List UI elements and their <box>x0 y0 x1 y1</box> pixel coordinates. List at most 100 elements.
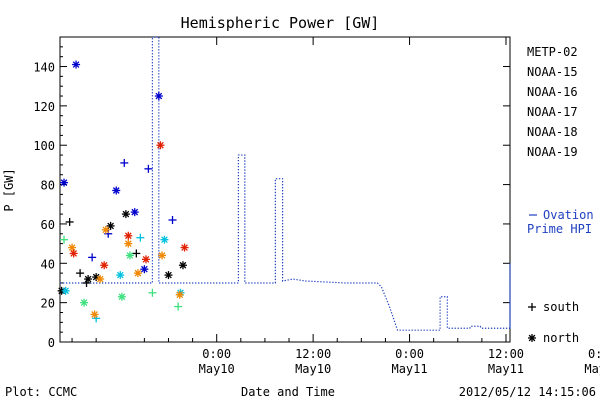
y-tick-label: 40 <box>41 257 55 271</box>
legend-entry-noaa-19: NOAA-19 <box>527 145 578 159</box>
data-point-metp-02-south <box>132 249 141 258</box>
data-point-metp-02-north <box>178 261 187 270</box>
data-point-noaa-18-north <box>101 225 110 234</box>
legend-entry-noaa-16: NOAA-16 <box>527 85 578 99</box>
plot-frame <box>59 36 511 343</box>
data-point-noaa-17-south <box>148 288 157 297</box>
point-stroke <box>131 208 139 216</box>
data-point-noaa-17-north <box>80 298 89 307</box>
point-stroke <box>118 293 126 301</box>
y-axis-ticks: 0 20 40 60 80 100 120 140 <box>33 46 510 350</box>
point-stroke <box>165 271 172 279</box>
data-point-noaa-17-north <box>117 292 126 301</box>
plot-credit: Plot: CCMC <box>5 385 77 399</box>
point-stroke <box>60 179 68 186</box>
point-stroke <box>96 275 104 283</box>
ovation-legend-line2: Prime HPI <box>527 222 592 236</box>
point-stroke <box>80 299 88 306</box>
data-point-noaa-18-north <box>124 239 133 248</box>
x-tick-date: May10 <box>295 362 331 376</box>
chart-title: Hemispheric Power [GW] <box>181 14 380 32</box>
point-stroke <box>181 244 188 251</box>
y-tick-label: 20 <box>41 297 55 311</box>
data-point-noaa-15-north <box>154 92 163 101</box>
plot-timestamp: 2012/05/12 14:15:06 <box>459 385 596 399</box>
data-point-noaa-18-north <box>96 275 105 284</box>
data-point-noaa-15-north <box>60 178 69 187</box>
data-point-noaa-19-north <box>124 231 133 240</box>
data-point-noaa-16-south <box>136 233 145 242</box>
point-stroke <box>124 240 132 247</box>
point-stroke <box>161 236 168 244</box>
data-point-metp-02-north <box>121 210 130 219</box>
data-point-noaa-18-north <box>175 290 184 299</box>
data-point-noaa-15-south <box>168 216 177 224</box>
data-point-noaa-16-north <box>61 286 70 295</box>
y-tick-label: 100 <box>33 139 55 153</box>
x-tick-time: 12:00 <box>295 347 331 361</box>
legend-entry-noaa-18: NOAA-18 <box>527 125 578 139</box>
x-tick-time: 0:00 <box>395 347 424 361</box>
legend-entry-metp-02: METP-02 <box>527 45 578 59</box>
y-tick-label: 120 <box>33 100 55 114</box>
point-stroke <box>124 232 132 240</box>
x-tick-date: May12 <box>584 362 600 376</box>
data-point-metp-02-south <box>65 217 74 226</box>
x-tick-date: May11 <box>391 362 427 376</box>
data-point-metp-02-south <box>76 269 85 278</box>
y-tick-label: 80 <box>41 179 55 193</box>
data-point-noaa-15-south <box>144 164 153 173</box>
ovation-line <box>60 36 511 331</box>
point-stroke <box>141 265 148 273</box>
point-stroke <box>176 291 184 299</box>
ovation-model-series <box>60 36 511 331</box>
north-marker <box>528 334 536 342</box>
data-point-metp-02-north <box>84 275 93 284</box>
point-stroke <box>92 273 100 281</box>
x-tick-date: May10 <box>199 362 235 376</box>
legend-entry-noaa-15: NOAA-15 <box>527 65 578 79</box>
ovation-legend-line1: Ovation <box>543 208 594 222</box>
north-legend-label: north <box>543 331 579 345</box>
data-point-metp-02-south <box>82 278 91 287</box>
point-stroke <box>116 271 124 279</box>
point-stroke <box>62 287 69 295</box>
data-point-noaa-18-north <box>68 243 77 252</box>
data-point-noaa-15-south <box>120 158 129 167</box>
point-stroke <box>126 252 134 259</box>
data-point-noaa-15-north <box>140 265 149 274</box>
x-axis-label: Date and Time <box>241 385 335 399</box>
point-stroke <box>134 269 142 277</box>
satellite-points <box>57 60 189 323</box>
data-point-noaa-17-south <box>60 235 69 244</box>
data-point-noaa-18-north <box>158 251 167 260</box>
data-point-noaa-15-north <box>72 60 81 69</box>
y-tick-label: 60 <box>41 218 55 232</box>
data-point-noaa-18-north <box>133 269 142 278</box>
data-point-noaa-19-north <box>180 243 189 252</box>
data-point-noaa-19-north <box>100 261 109 270</box>
point-stroke <box>102 226 110 234</box>
data-point-noaa-19-north <box>141 255 150 264</box>
data-point-noaa-15-south <box>88 253 97 262</box>
point-stroke <box>142 256 150 263</box>
south-legend-label: south <box>543 300 579 314</box>
x-tick-time: 0:00 <box>588 347 600 361</box>
point-stroke <box>70 250 78 257</box>
x-axis-ticks: 0:00May1012:00May100:00May1112:00May110:… <box>71 37 600 376</box>
point-stroke <box>72 61 80 68</box>
data-point-metp-02-north <box>164 271 173 280</box>
legend-entry-noaa-17: NOAA-17 <box>527 105 578 119</box>
point-stroke <box>112 187 120 194</box>
point-stroke <box>157 141 164 149</box>
data-point-noaa-19-north <box>69 249 78 258</box>
data-point-noaa-15-north <box>112 186 121 195</box>
data-point-noaa-18-north <box>90 310 99 319</box>
legend: METP-02 NOAA-15 NOAA-16 NOAA-17 NOAA-18 NOAA-… <box>527 45 594 345</box>
x-tick-date: May11 <box>488 362 524 376</box>
data-point-noaa-17-south <box>174 302 183 311</box>
data-point-noaa-16-north <box>160 235 169 244</box>
x-tick-time: 12:00 <box>488 347 524 361</box>
point-stroke <box>91 311 98 318</box>
